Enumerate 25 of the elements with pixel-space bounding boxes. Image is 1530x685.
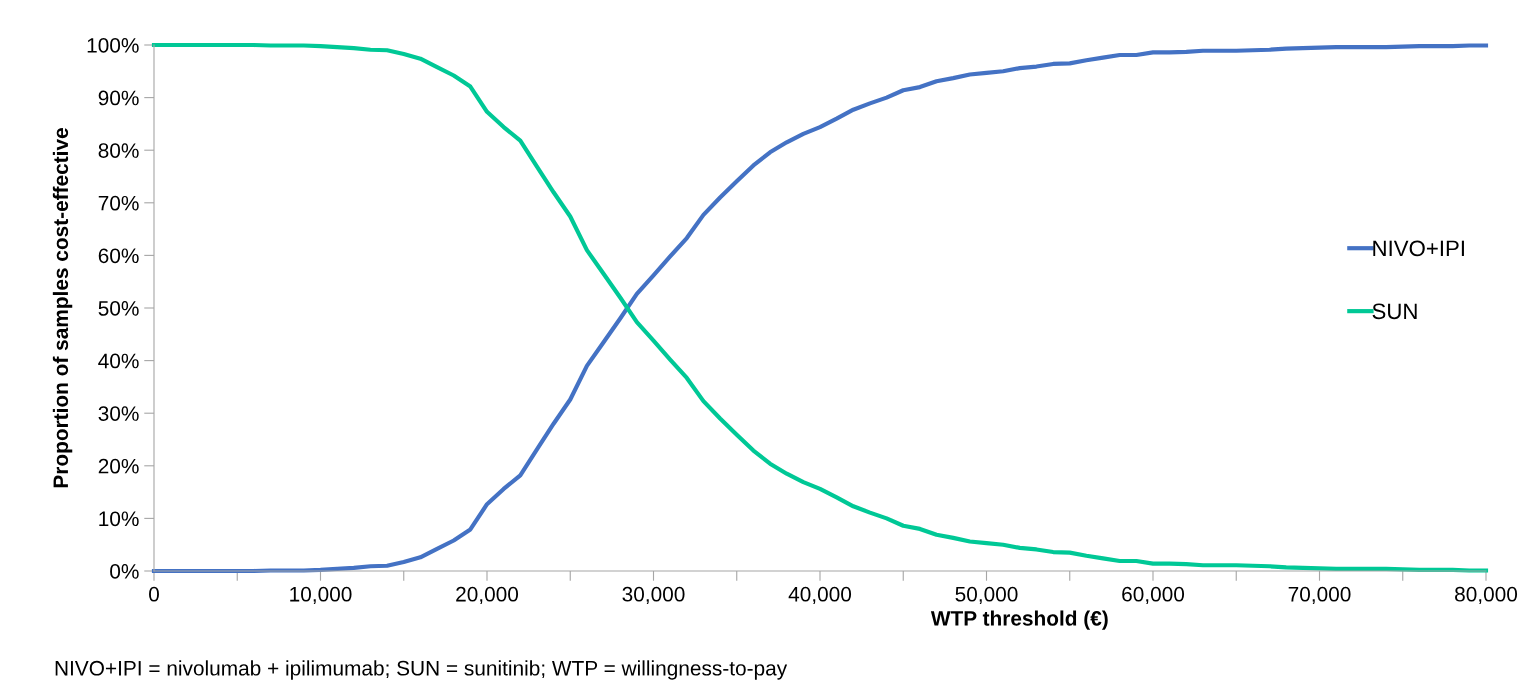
x-tick-label: 50,000 <box>955 586 1018 605</box>
x-tick-label: 30,000 <box>622 586 685 605</box>
y-tick-label: 100% <box>87 38 139 53</box>
y-tick-label: 40% <box>98 353 139 369</box>
x-axis-title: WTP threshold (€) <box>930 610 1108 630</box>
legend-label: NIVO+IPI <box>1373 240 1464 257</box>
x-tick-label: 10,000 <box>290 586 352 605</box>
y-tick-label: 50% <box>98 301 139 316</box>
y-tick-label: 90% <box>98 90 139 106</box>
x-tick-label: 80,000 <box>1455 586 1518 605</box>
text: NIVO+IPI = nivolumab + ipilimumab; SUN = sunitinib; WTP = willingness-to-pay <box>55 660 788 680</box>
legend-label: SUN <box>1372 303 1417 320</box>
x-tick-label: 40,000 <box>788 586 852 605</box>
y-tick-label: 80% <box>98 143 139 158</box>
y-axis-title: Proportion of samples cost-effective <box>52 128 73 488</box>
x-tick-label: 60,000 <box>1122 586 1185 605</box>
y-tick-label: 10% <box>99 511 139 527</box>
y-tick-label: 30% <box>98 406 139 421</box>
y-tick-label: 70% <box>98 195 139 211</box>
y-tick-label: 60% <box>98 248 139 264</box>
x-tick-label: 70,000 <box>1288 586 1351 605</box>
x-tick-label: 0 <box>149 586 159 602</box>
x-tick-label: 20,000 <box>456 586 519 605</box>
y-tick-label: 0% <box>110 564 139 579</box>
y-tick-label: 20% <box>98 458 139 474</box>
